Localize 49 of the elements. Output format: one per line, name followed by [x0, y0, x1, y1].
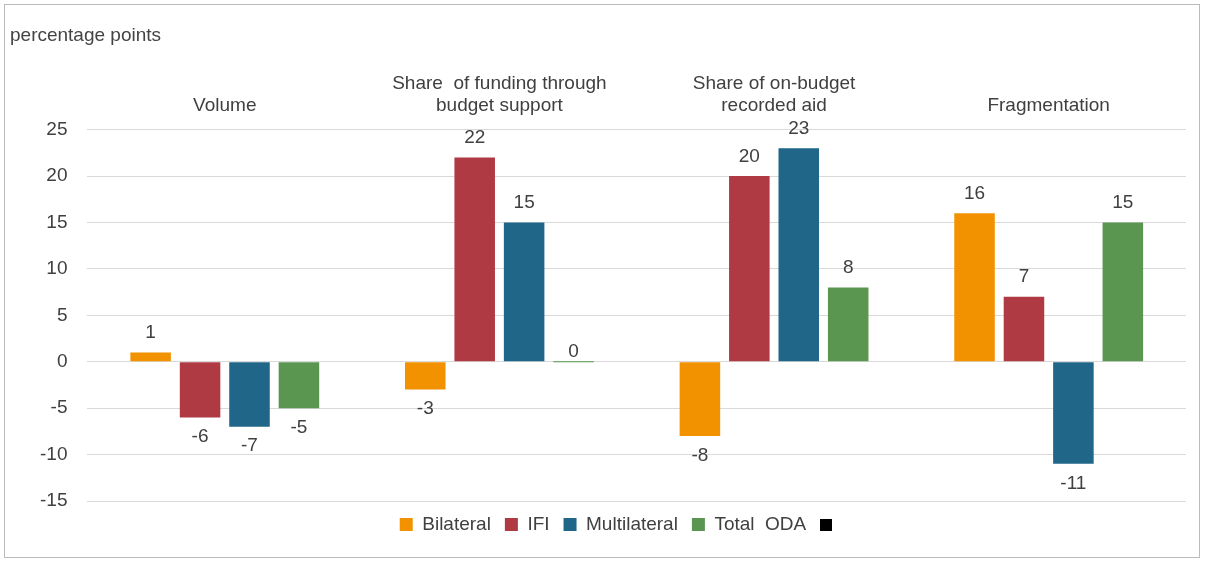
- bar: [679, 362, 721, 437]
- data-label: 20: [738, 144, 760, 166]
- bar: [778, 148, 820, 362]
- data-label: 15: [513, 191, 535, 213]
- bar: [1053, 362, 1094, 464]
- legend-label: Bilateral: [422, 512, 491, 534]
- legend-label: IFI: [527, 512, 550, 534]
- data-label: 16: [963, 181, 986, 203]
- bar: [1003, 296, 1045, 362]
- data-label: -7: [241, 434, 258, 456]
- data-label: 8: [842, 256, 854, 278]
- bar: [503, 222, 545, 362]
- bar: [229, 362, 270, 427]
- x-tick-label: Share of funding through budget support: [392, 71, 607, 116]
- bar: [729, 176, 770, 362]
- bar: [1102, 222, 1144, 362]
- y-tick-label: 5: [56, 303, 68, 325]
- data-label: 0: [568, 339, 579, 361]
- bar: [278, 362, 320, 409]
- y-tick-label: 15: [46, 210, 68, 232]
- data-label: -11: [1060, 471, 1087, 493]
- bar: [130, 352, 171, 362]
- bar: [827, 287, 869, 362]
- y-tick-label: -10: [39, 442, 68, 464]
- y-axis-title: percentage points: [10, 24, 162, 46]
- x-tick-label: Share of on-budget recorded aid: [692, 71, 857, 116]
- y-tick-label: -15: [39, 489, 68, 511]
- bar: [454, 157, 495, 362]
- data-label: 22: [464, 126, 486, 148]
- data-label: -3: [416, 397, 434, 419]
- data-label: -5: [290, 415, 308, 437]
- bar: [179, 362, 221, 418]
- legend-label: Total ODA: [714, 512, 807, 534]
- x-tick-label: Fragmentation: [987, 94, 1110, 116]
- y-tick-label: 20: [46, 164, 68, 186]
- data-label: 15: [1112, 191, 1134, 213]
- y-tick-label: 25: [46, 117, 68, 139]
- legend-label: Multilateral: [586, 512, 678, 534]
- y-tick-label: 10: [46, 257, 68, 279]
- data-label: 1: [145, 321, 156, 343]
- bar: [404, 362, 446, 390]
- y-tick-label: 0: [56, 349, 68, 371]
- data-label: -6: [191, 425, 209, 447]
- y-tick-label: -5: [50, 396, 68, 418]
- data-label: 7: [1018, 265, 1030, 287]
- data-label: -8: [691, 443, 709, 465]
- bar: [954, 213, 995, 362]
- data-label: 23: [788, 116, 810, 138]
- x-tick-label: Volume: [193, 94, 257, 116]
